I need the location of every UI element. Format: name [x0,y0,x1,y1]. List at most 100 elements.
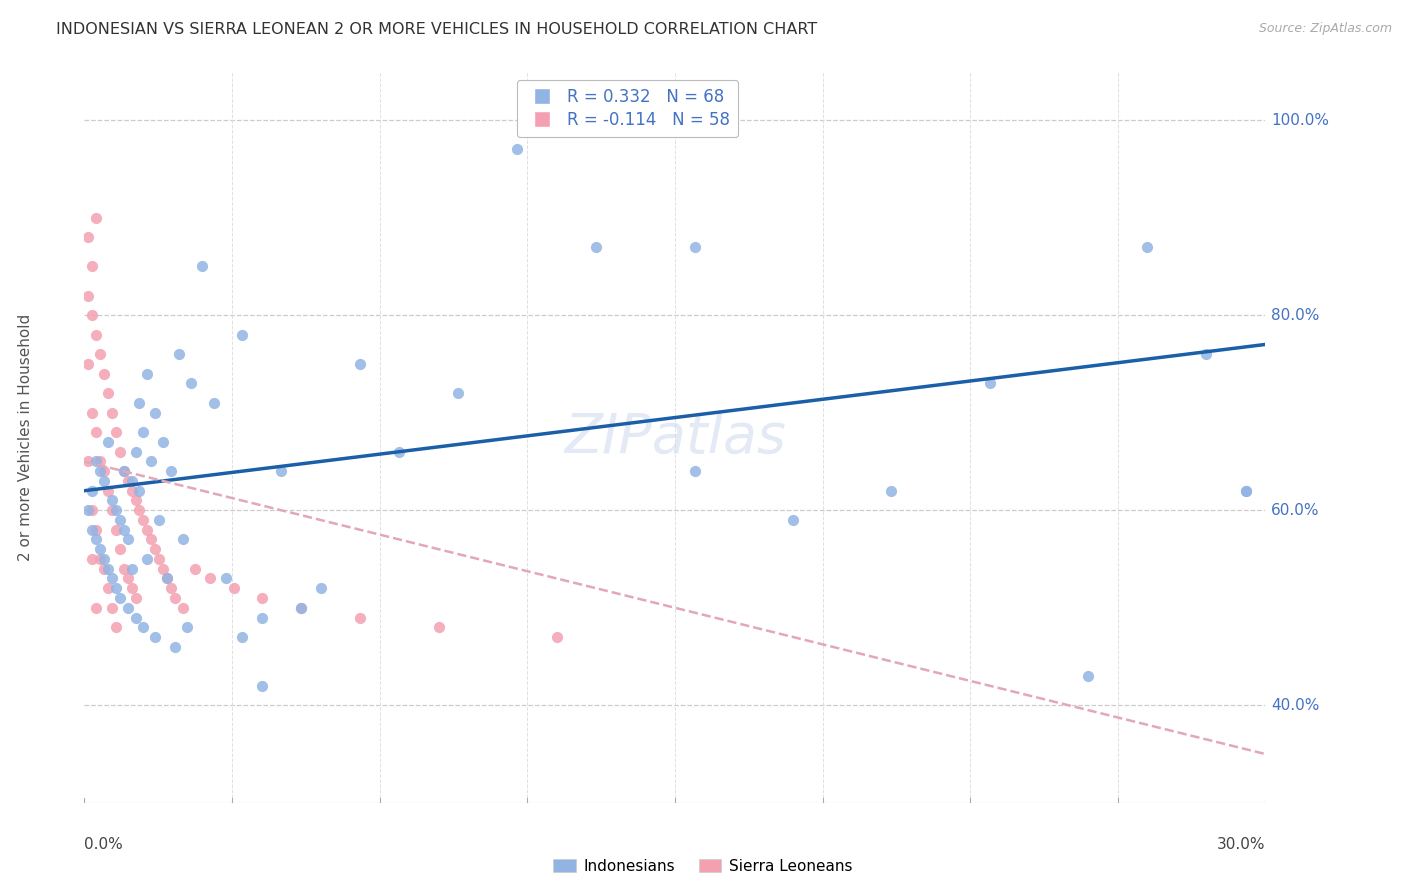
Point [163,591,186,605]
Point [183,562,205,576]
Point [128,503,150,517]
Point [163,640,186,654]
Point [108,542,131,557]
Point [136,367,159,381]
Point [93,562,115,576]
Point [84,425,107,440]
Text: ZIPatlas: ZIPatlas [564,410,786,464]
Point [117,533,139,547]
Point [1136,240,1159,254]
Point [160,581,183,595]
Point [84,454,107,468]
Point [172,533,194,547]
Point [222,581,245,595]
Point [124,610,146,624]
Point [97,483,120,498]
Point [77,357,100,371]
Legend: R = 0.332   N = 68, R = -0.114   N = 58: R = 0.332 N = 68, R = -0.114 N = 58 [517,79,738,137]
Text: 80.0%: 80.0% [1271,308,1320,323]
Point [82,260,104,274]
Point [388,444,411,458]
Point [506,142,529,156]
Point [82,308,104,322]
Point [136,523,159,537]
Point [121,581,143,595]
Point [97,434,120,449]
Point [77,288,100,302]
Point [117,600,139,615]
Point [683,464,706,478]
Point [231,327,253,342]
Legend: Indonesians, Sierra Leoneans: Indonesians, Sierra Leoneans [547,853,859,880]
Point [167,347,190,361]
Point [117,474,139,488]
Point [148,552,170,566]
Point [89,347,111,361]
Point [180,376,202,391]
Point [108,513,131,527]
Point [101,503,124,517]
Point [156,572,179,586]
Point [546,630,568,644]
Point [176,620,198,634]
Point [108,591,131,605]
Point [101,572,124,586]
Text: INDONESIAN VS SIERRA LEONEAN 2 OR MORE VEHICLES IN HOUSEHOLD CORRELATION CHART: INDONESIAN VS SIERRA LEONEAN 2 OR MORE V… [56,22,817,37]
Point [143,630,166,644]
Point [1234,483,1257,498]
Point [349,357,371,371]
Point [124,493,146,508]
Point [160,464,183,478]
Point [202,396,225,410]
Point [93,474,115,488]
Point [349,610,371,624]
Point [104,581,127,595]
Point [270,464,292,478]
Point [77,454,100,468]
Point [447,386,470,401]
Point [290,600,312,615]
Point [250,591,273,605]
Point [136,552,159,566]
Point [152,562,174,576]
Text: 60.0%: 60.0% [1271,503,1320,517]
Point [215,572,238,586]
Text: 0.0%: 0.0% [84,837,124,852]
Point [89,454,111,468]
Point [84,600,107,615]
Point [309,581,332,595]
Point [585,240,607,254]
Point [104,523,127,537]
Point [121,474,143,488]
Point [1195,347,1218,361]
Point [89,552,111,566]
Text: 40.0%: 40.0% [1271,698,1320,713]
Point [97,581,120,595]
Point [112,562,135,576]
Point [82,503,104,517]
Point [101,406,124,420]
Point [112,464,135,478]
Point [231,630,253,644]
Point [117,572,139,586]
Point [84,327,107,342]
Point [132,620,155,634]
Point [128,396,150,410]
Point [112,523,135,537]
Point [143,406,166,420]
Text: 30.0%: 30.0% [1218,837,1265,852]
Point [82,483,104,498]
Point [152,434,174,449]
Point [93,464,115,478]
Point [172,600,194,615]
Point [93,367,115,381]
Point [97,562,120,576]
Point [82,552,104,566]
Point [84,211,107,225]
Point [141,533,163,547]
Point [250,679,273,693]
Point [148,513,170,527]
Point [143,542,166,557]
Point [121,562,143,576]
Text: 100.0%: 100.0% [1271,112,1329,128]
